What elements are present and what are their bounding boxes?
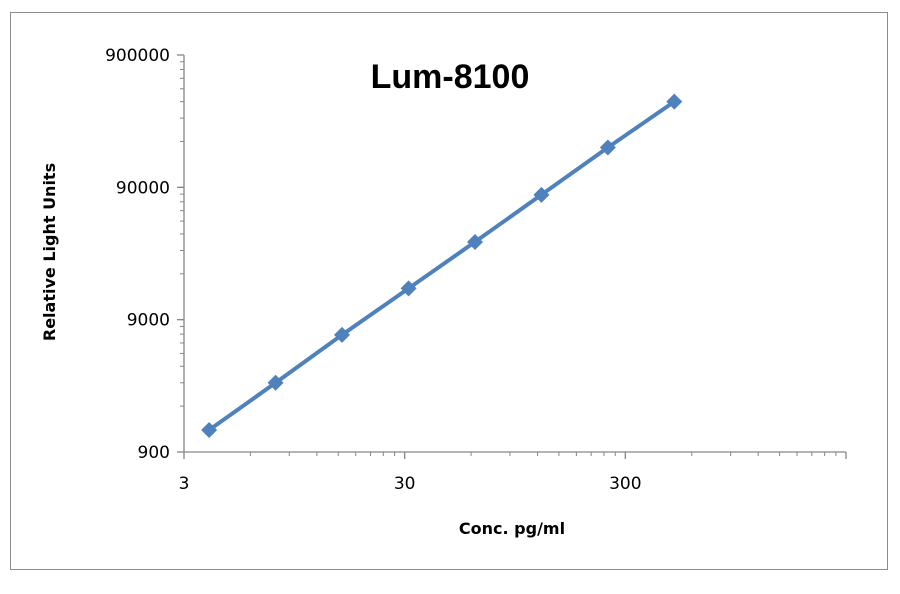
chart-title: Lum-8100 xyxy=(371,58,530,96)
data-point-marker xyxy=(201,421,218,438)
y-axis-label: Relative Light Units xyxy=(40,163,59,341)
data-point-marker xyxy=(333,326,350,343)
y-tick-label: 900000 xyxy=(105,46,170,66)
data-point-marker xyxy=(666,93,683,110)
y-tick-label: 9000 xyxy=(127,311,170,331)
y-tick-label: 90000 xyxy=(116,178,170,198)
data-series xyxy=(201,93,683,438)
chart-frame xyxy=(10,12,888,570)
data-point-marker xyxy=(533,186,550,203)
x-tick-label: 300 xyxy=(609,474,641,494)
data-point-marker xyxy=(599,139,616,156)
data-point-marker xyxy=(467,233,484,250)
axes: 900 9000 90000 900000 3 30 300 xyxy=(105,46,847,494)
y-tick-label: 900 xyxy=(138,443,170,463)
x-axis-label: Conc. pg/ml xyxy=(459,519,565,538)
series-line xyxy=(207,99,676,432)
x-tick-label: 3 xyxy=(179,474,190,494)
data-point-marker xyxy=(267,374,284,391)
data-point-marker xyxy=(400,280,417,297)
x-tick-label: 30 xyxy=(394,474,416,494)
